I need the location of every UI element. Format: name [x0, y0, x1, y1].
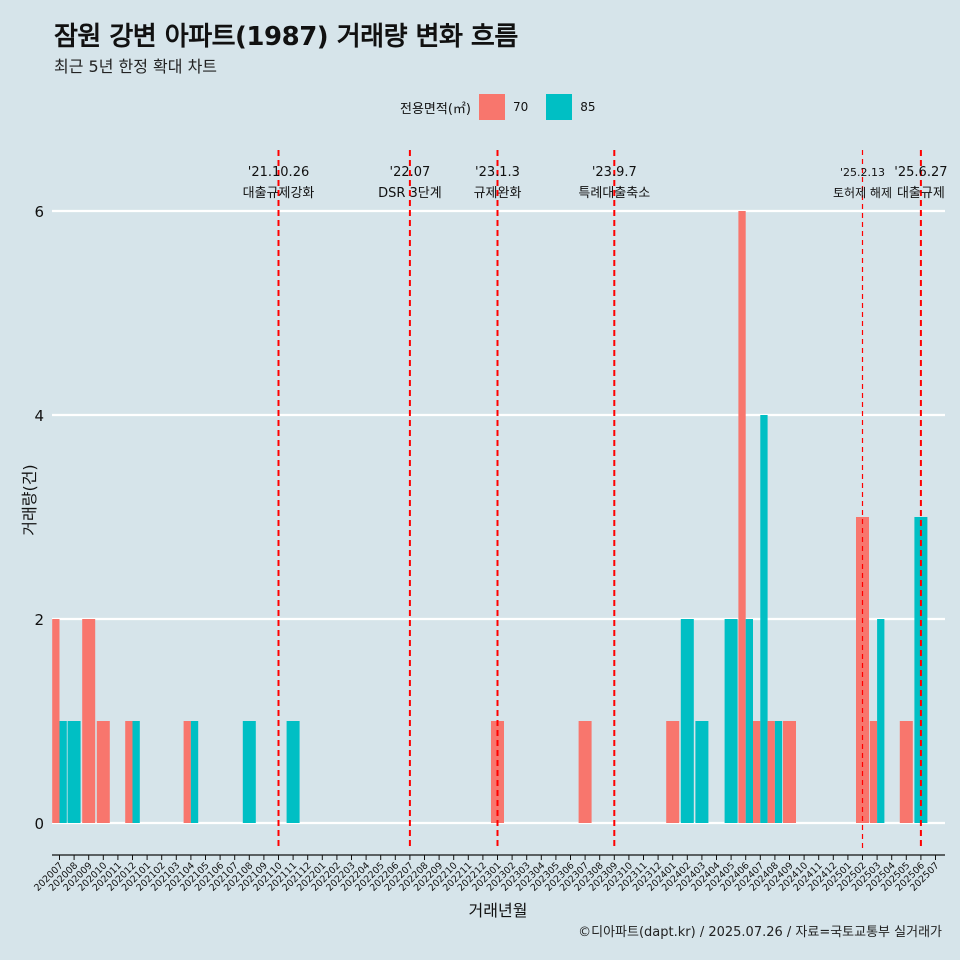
event-name-label: DSR 3단계	[378, 186, 442, 201]
axes: 0246202007202008202009202010202011202012…	[32, 203, 945, 894]
event-lines: '21.10.26 대출규제강화 '22.07 DSR 3단계 '23.1.3 규제완화 '…	[243, 150, 948, 848]
bar-202104-70	[183, 721, 191, 823]
bar-202108-85	[242, 721, 256, 823]
chart-title: 잠원 강변 아파트(1987) 거래량 변화 흐름	[54, 22, 518, 52]
bar-202502-70	[856, 517, 869, 823]
bar-202401-70	[666, 721, 680, 823]
event-name-label: 대출규제	[897, 186, 945, 201]
legend-swatch-85	[546, 94, 573, 120]
y-tick-label: 4	[34, 407, 44, 425]
bar-202307-70	[578, 721, 592, 823]
event-name-label: 특례대출축소	[578, 186, 650, 201]
bar-202505-70	[899, 721, 913, 823]
x-axis-label: 거래년월	[468, 901, 528, 920]
bar-202403-85	[695, 721, 709, 823]
event-date-label: '22.07	[390, 165, 431, 180]
bar-202407-85	[760, 415, 768, 823]
bar-202104-85	[190, 721, 199, 823]
bar-202503-70	[869, 721, 878, 823]
bar-202503-85	[877, 619, 885, 823]
bar-202012-70	[125, 721, 133, 823]
bar-202405-85	[724, 619, 738, 823]
bar-202111-85	[286, 721, 300, 823]
legend: 전용면적(㎡) 70 85	[400, 93, 614, 121]
y-tick-label: 0	[34, 815, 44, 833]
bar-202407-70	[753, 721, 761, 823]
legend-label-85: 85	[580, 100, 596, 114]
bar-202009-70	[82, 619, 96, 823]
legend-label-70: 70	[512, 100, 529, 114]
y-tick-label: 6	[34, 203, 44, 221]
bar-202007-85	[59, 721, 67, 823]
y-tick-label: 2	[34, 611, 44, 629]
bar-202007-70	[52, 619, 60, 823]
event-name-label: 토허제 해제	[833, 186, 892, 200]
chart-subtitle: 최근 5년 한정 확대 차트	[54, 57, 218, 76]
event-name-label: 대출규제강화	[243, 186, 315, 201]
y-axis-label: 거래량(건)	[20, 464, 39, 536]
bar-202408-85	[774, 721, 783, 823]
event-date-label: '25.6.27	[894, 165, 947, 180]
bars	[52, 211, 928, 823]
legend-title: 전용면적(㎡)	[400, 101, 471, 117]
event-date-label: '23.1.3	[475, 165, 520, 180]
bar-202010-70	[96, 721, 110, 823]
bar-202408-70	[767, 721, 775, 823]
bar-202406-70	[738, 211, 746, 823]
event-name-label: 규제완화	[474, 186, 522, 201]
event-date-label: '25.2.13	[840, 166, 885, 179]
source-caption: ©디아파트(dapt.kr) / 2025.07.26 / 자료=국토교통부 실…	[578, 925, 942, 940]
bar-202012-85	[132, 721, 140, 823]
event-date-label: '23.9.7	[592, 165, 637, 180]
bar-202406-85	[745, 619, 753, 823]
bar-202409-70	[783, 721, 796, 823]
event-date-label: '21.10.26	[248, 165, 309, 180]
legend-swatch-70	[478, 94, 505, 120]
bar-202402-85	[680, 619, 694, 823]
bar-202008-85	[67, 721, 81, 823]
